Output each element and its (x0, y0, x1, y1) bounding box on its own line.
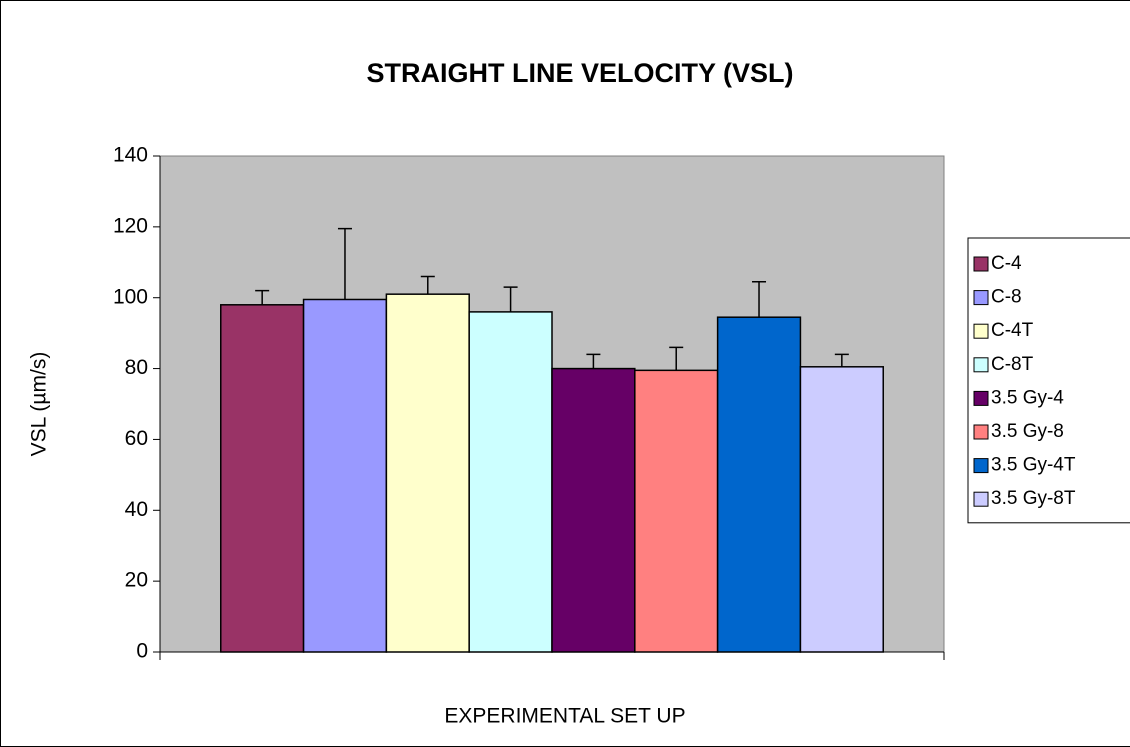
bar (302, 298, 388, 653)
legend-swatch (973, 323, 989, 339)
y-tick-label: 40 (125, 498, 148, 521)
error-bar (503, 286, 518, 312)
legend-swatch (973, 491, 989, 507)
plot-area: 0 20 40 60 80 100 120 140 (113, 144, 945, 663)
legend-label: 3.5 Gy-4 (991, 387, 1064, 408)
legend-label: C-8 (991, 287, 1022, 308)
y-tick-label: 60 (125, 427, 148, 450)
bar (385, 293, 470, 653)
error-bar (420, 275, 435, 295)
y-tick-label: 140 (113, 144, 148, 167)
y-tick-label: 20 (125, 569, 148, 592)
legend-swatch (973, 357, 989, 373)
error-bar (669, 346, 684, 371)
legend-box (967, 237, 1130, 524)
legend-label: 3.5 Gy-8T (991, 488, 1076, 509)
legend-label: C-8T (991, 354, 1034, 375)
error-bar (255, 289, 270, 305)
chart-title: STRAIGHT LINE VELOCITY (VSL) (366, 58, 793, 88)
legend-label: 3.5 Gy-8 (991, 421, 1064, 442)
legend-label: C-4T (991, 320, 1034, 341)
y-tick-label: 100 (113, 285, 148, 308)
error-bar (337, 227, 352, 300)
bar (551, 367, 636, 653)
legend-swatch (973, 390, 989, 406)
legend-swatch (973, 290, 989, 306)
y-tick-label: 120 (113, 214, 148, 237)
legend-swatch (973, 458, 989, 474)
error-bar (752, 281, 767, 318)
legend-label: C-4 (991, 253, 1022, 274)
y-axis-label: VSL (µm/s) (28, 352, 51, 457)
legend-swatch (973, 256, 989, 272)
bar (799, 366, 884, 653)
legend: C-4 C-8 C-4T C-8T 3.5 Gy-4 3.5 Gy-8 3.5 Gy-4T 3… (967, 237, 1130, 524)
bar (716, 316, 802, 653)
y-tick-label: 80 (125, 356, 148, 379)
y-tick-label: 0 (136, 640, 148, 663)
bar (468, 311, 553, 653)
x-axis-label: EXPERIMENTAL SET UP (444, 705, 685, 728)
error-bar (834, 353, 849, 367)
legend-swatch (973, 424, 989, 440)
bar (634, 369, 719, 653)
error-bar (586, 353, 601, 369)
bar (220, 304, 305, 653)
legend-label: 3.5 Gy-4T (991, 455, 1076, 476)
